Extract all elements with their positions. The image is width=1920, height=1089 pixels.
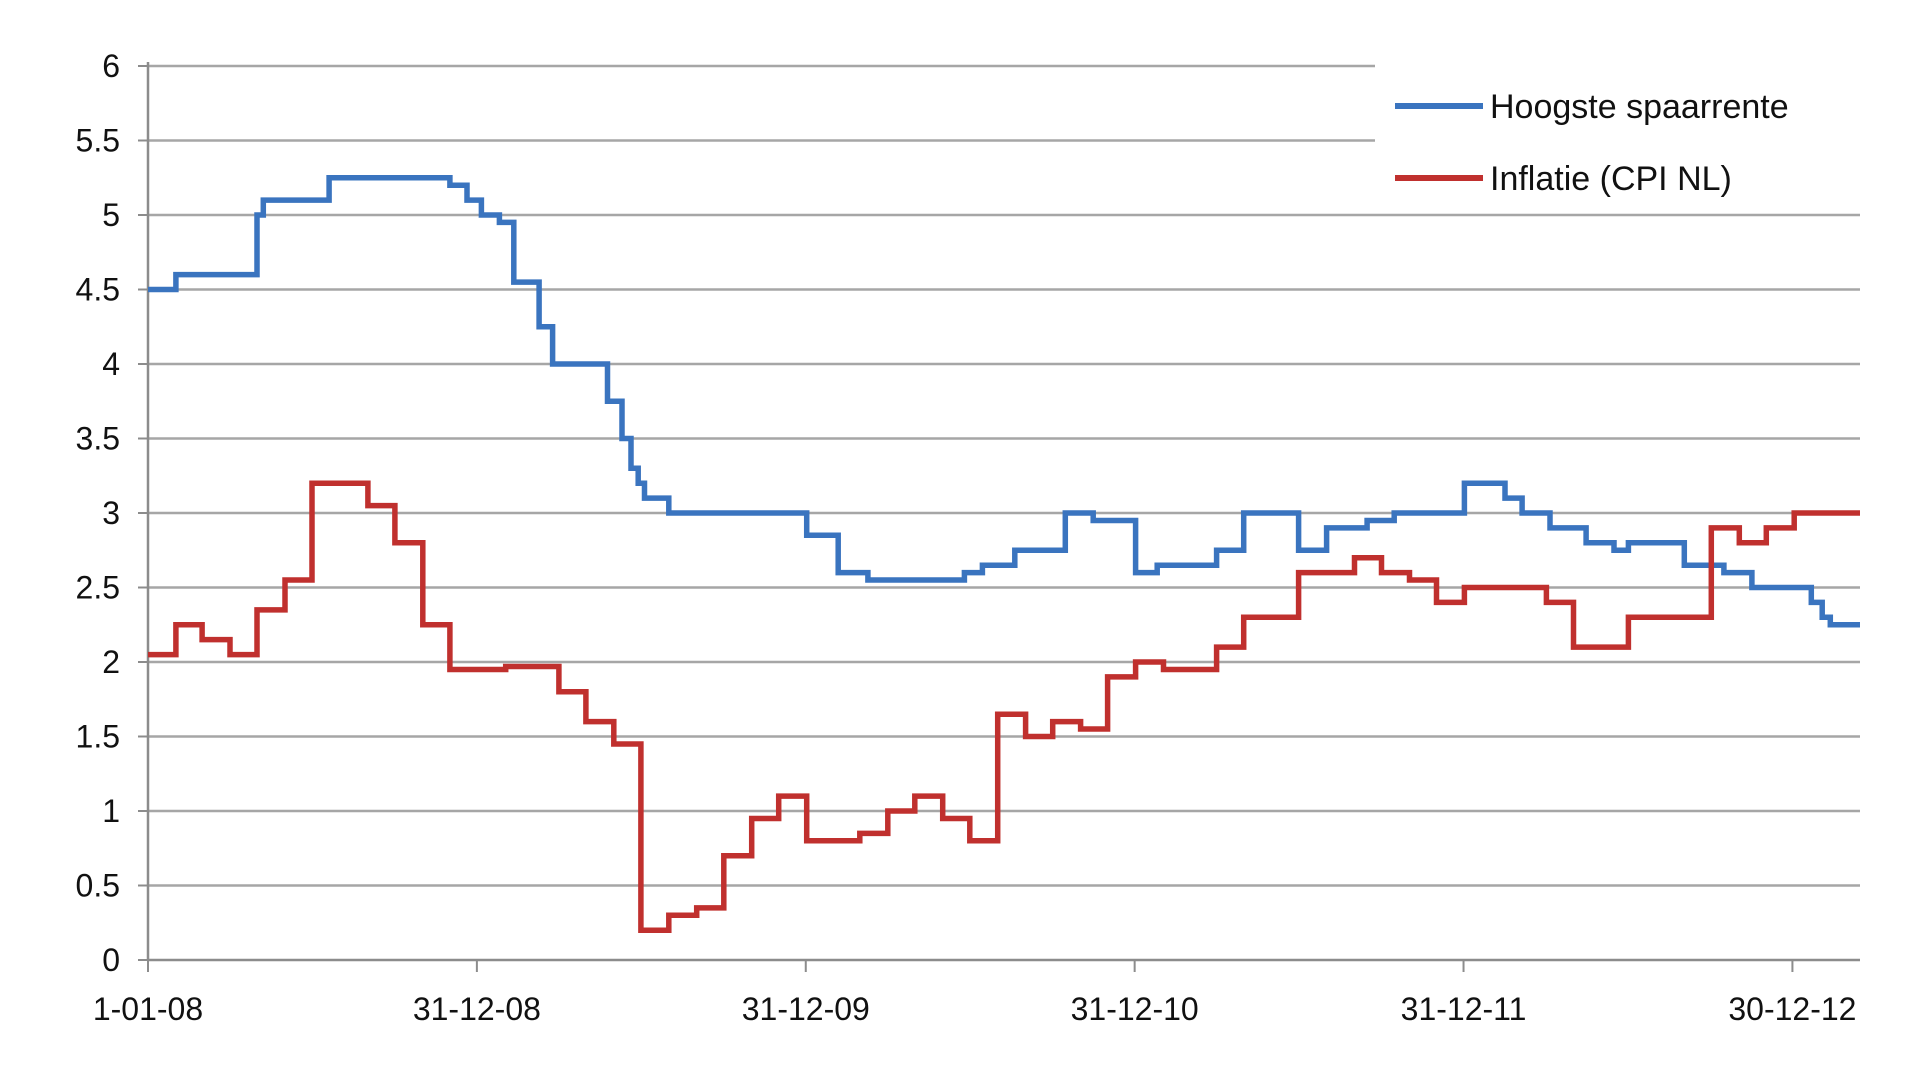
gridlines [148, 64, 1860, 887]
x-tick-label: 1-01-08 [93, 991, 203, 1027]
y-tick-label: 2.5 [76, 570, 120, 606]
y-tick-label: 6 [102, 48, 120, 84]
y-axis-ticks: 0 0.5 1 1.5 2 2.5 3 3.5 4 4.5 5 5.5 6 [76, 48, 148, 978]
y-tick-label: 3.5 [76, 421, 120, 457]
x-axis-ticks: 1-01-08 31-12-08 31-12-09 31-12-10 31-12-11 3… [93, 960, 1856, 1027]
x-tick-label: 31-12-08 [413, 991, 541, 1027]
x-tick-label: 31-12-11 [1401, 991, 1527, 1027]
y-tick-label: 0.5 [76, 868, 120, 904]
x-tick-label: 31-12-09 [742, 991, 870, 1027]
x-tick-label: 30-12-12 [1728, 991, 1856, 1027]
series-lines [148, 175, 1860, 933]
y-tick-label: 5 [102, 197, 120, 233]
x-tick-label: 31-12-10 [1071, 991, 1199, 1027]
legend: Hoogste spaarrente Inflatie (CPI NL) [1395, 88, 1789, 198]
series-line-hoogste-spaarrente [148, 175, 1860, 628]
y-tick-label: 1.5 [76, 719, 120, 755]
y-tick-label: 1 [102, 793, 120, 829]
y-tick-label: 4 [102, 346, 120, 382]
y-tick-label: 2 [102, 644, 120, 680]
y-tick-label: 5.5 [76, 123, 120, 159]
y-tick-label: 0 [102, 942, 120, 978]
y-tick-label: 4.5 [76, 272, 120, 308]
y-tick-label: 3 [102, 495, 120, 531]
legend-label: Inflatie (CPI NL) [1490, 160, 1732, 198]
series-line-inflatie-cpi-nl [148, 480, 1860, 933]
legend-label: Hoogste spaarrente [1490, 88, 1789, 126]
